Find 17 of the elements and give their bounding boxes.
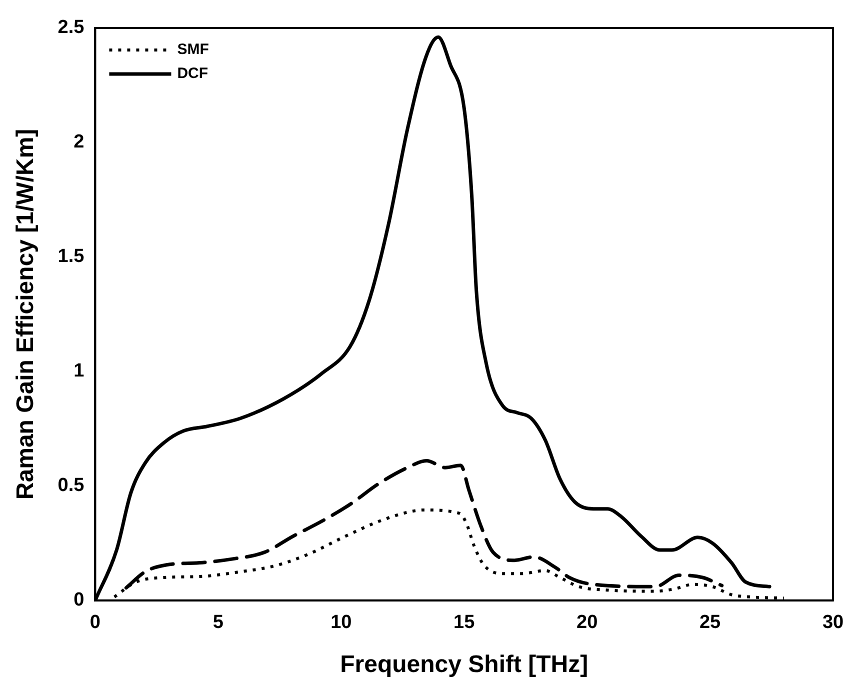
x-tick-label: 0 <box>90 612 100 634</box>
y-tick-label: 0 <box>74 590 84 611</box>
x-tick-label: 5 <box>212 612 224 634</box>
y-tick-label: 2 <box>74 132 84 153</box>
legend-label: DCF <box>177 65 208 82</box>
y-axis-title: Raman Gain Efficiency [1/W/Km] <box>12 128 40 500</box>
y-tick-label: 2.5 <box>58 17 85 38</box>
x-tick-label: 25 <box>699 612 722 634</box>
y-tick-label: 1.5 <box>58 246 85 268</box>
x-axis-title: Frequency Shift [THz] <box>340 651 588 678</box>
x-tick-label: 10 <box>330 612 352 634</box>
y-tick-label: 0.5 <box>58 475 85 496</box>
y-tick-label: 1 <box>74 360 85 382</box>
legend-label: SMF <box>177 41 209 58</box>
x-tick-label: 15 <box>454 612 476 634</box>
x-tick-label: 20 <box>576 612 598 634</box>
x-tick-label: 30 <box>822 612 844 634</box>
